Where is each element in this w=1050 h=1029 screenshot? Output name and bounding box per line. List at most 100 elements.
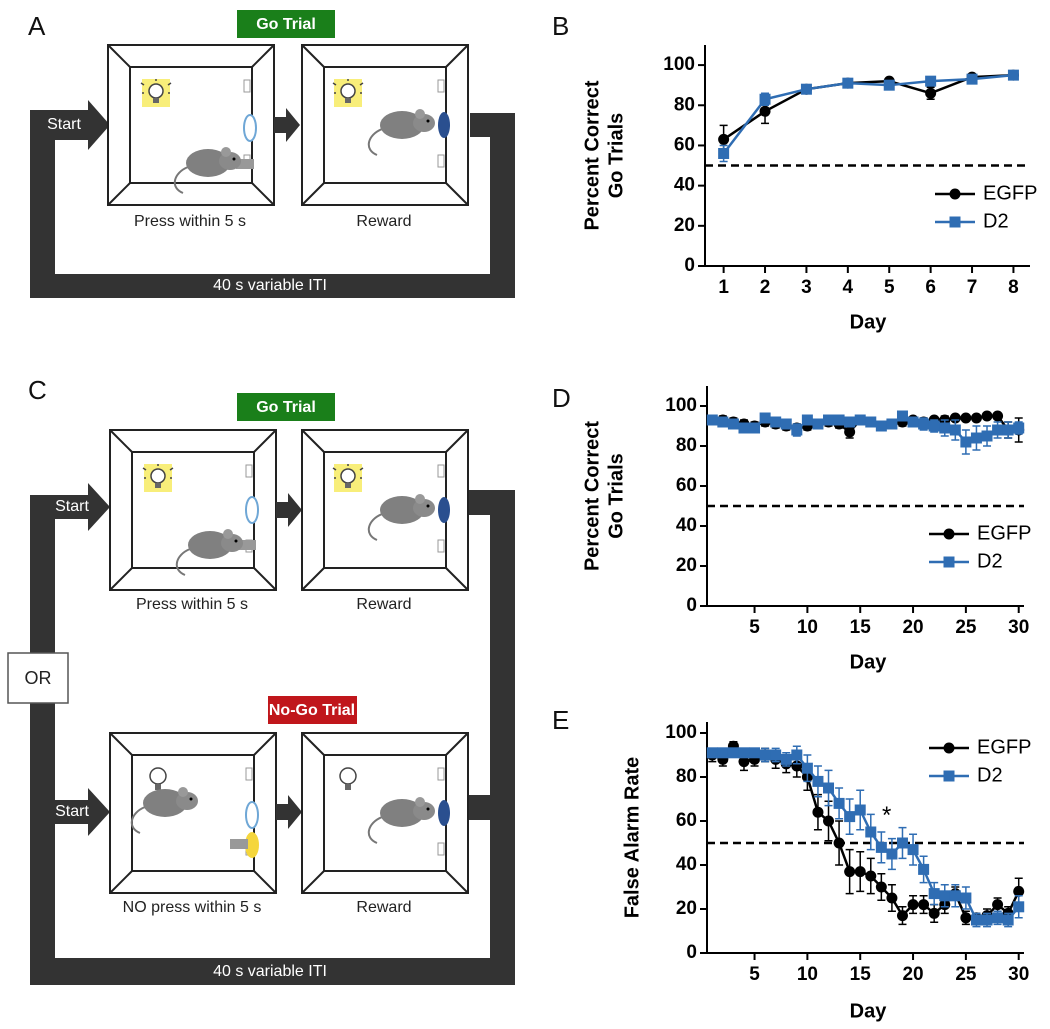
chamber: [301, 732, 469, 894]
marker: [970, 412, 982, 424]
marker: [992, 424, 1004, 436]
marker: [749, 747, 761, 759]
start-label: Start: [47, 116, 81, 133]
x-tick-label: 15: [850, 617, 872, 638]
y-tick-label: 0: [684, 255, 695, 276]
marker: [759, 105, 771, 117]
x-axis-label: Day: [850, 651, 888, 673]
marker: [907, 844, 919, 856]
marker: [875, 841, 887, 853]
marker: [1013, 422, 1025, 434]
marker: [896, 910, 908, 922]
marker: [1013, 901, 1025, 913]
marker: [844, 426, 856, 438]
x-tick-label: 5: [749, 964, 760, 985]
start-label: Start: [55, 803, 89, 820]
trial-tag-text: Go Trial: [256, 399, 316, 416]
marker: [842, 77, 854, 89]
legend-marker: [943, 742, 955, 754]
legend-label: EGFP: [977, 522, 1031, 544]
panel-label: C: [28, 375, 47, 405]
marker: [801, 762, 813, 774]
chamber: [109, 429, 277, 591]
marker: [966, 73, 978, 85]
marker: [738, 422, 750, 434]
marker: [1002, 914, 1014, 926]
y-tick-label: 100: [665, 722, 697, 743]
start-arrow: [52, 483, 110, 531]
trial-tag-text: Go Trial: [256, 16, 316, 33]
marker: [883, 79, 895, 91]
y-axis-label: Go Trials: [605, 453, 627, 539]
y-tick-label: 0: [686, 942, 697, 963]
y-tick-label: 40: [674, 175, 695, 196]
trial-tag: [237, 10, 335, 38]
box-label: NO press within 5 s: [123, 899, 262, 916]
marker: [759, 749, 771, 761]
marker: [1007, 69, 1019, 81]
y-tick-label: 80: [674, 94, 695, 115]
arrow: [274, 108, 300, 142]
marker: [1013, 885, 1025, 897]
x-tick-label: 20: [902, 617, 923, 638]
start-label: Start: [55, 498, 89, 515]
marker: [823, 782, 835, 794]
marker: [928, 420, 940, 432]
iti-loop: [30, 113, 515, 298]
marker: [886, 848, 898, 860]
marker: [970, 432, 982, 444]
box-label: Press within 5 s: [136, 596, 248, 613]
or-box: [7, 652, 69, 704]
marker: [738, 747, 750, 759]
marker: [907, 899, 919, 911]
marker: [981, 410, 993, 422]
marker: [854, 866, 866, 878]
iti-label: 40 s variable ITI: [213, 277, 327, 294]
x-tick-label: 30: [1008, 617, 1029, 638]
marker: [949, 424, 961, 436]
marker: [992, 912, 1004, 924]
iti-label: 40 s variable ITI: [213, 963, 327, 980]
start-arrow: [52, 788, 110, 836]
x-tick-label: 5: [749, 617, 760, 638]
marker: [854, 804, 866, 816]
panel-label: B: [552, 11, 569, 41]
marker: [718, 133, 730, 145]
start-arrow: [30, 100, 110, 150]
y-axis-label: Percent Correct: [581, 421, 603, 571]
legend-marker: [943, 770, 955, 782]
marker: [981, 914, 993, 926]
iti-loop: [470, 795, 490, 820]
marker: [960, 892, 972, 904]
marker: [706, 414, 718, 426]
x-tick-label: 8: [1008, 277, 1019, 298]
marker: [918, 863, 930, 875]
marker: [706, 747, 718, 759]
marker: [833, 797, 845, 809]
marker: [928, 888, 940, 900]
annotation: *: [882, 802, 891, 829]
marker: [875, 420, 887, 432]
trial-tag: [268, 696, 357, 724]
legend-label: D2: [977, 550, 1003, 572]
arrow: [276, 493, 302, 527]
marker: [907, 416, 919, 428]
marker: [1002, 424, 1014, 436]
box-label: Reward: [356, 213, 411, 230]
y-axis-label: False Alarm Rate: [621, 757, 643, 919]
x-tick-label: 4: [843, 277, 854, 298]
marker: [970, 914, 982, 926]
legend-marker: [949, 188, 961, 200]
trial-tag-text: No-Go Trial: [269, 702, 355, 719]
chamber: [109, 732, 277, 894]
y-tick-label: 20: [676, 898, 697, 919]
marker: [759, 412, 771, 424]
marker: [925, 87, 937, 99]
y-tick-label: 80: [676, 766, 697, 787]
legend-label: EGFP: [983, 182, 1037, 204]
marker: [865, 870, 877, 882]
x-tick-label: 10: [797, 964, 818, 985]
marker: [812, 806, 824, 818]
marker: [800, 83, 812, 95]
